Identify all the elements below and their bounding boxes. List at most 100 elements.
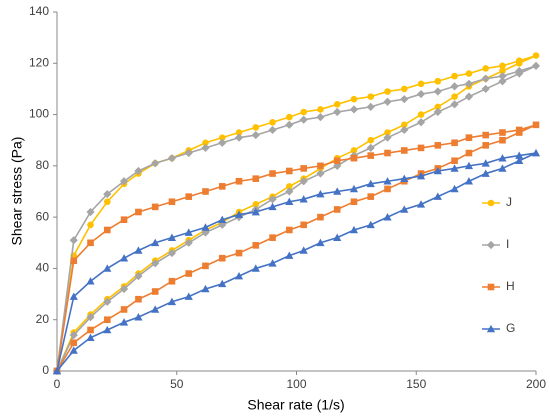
marker [433,166,442,175]
marker [134,166,143,176]
marker [366,143,375,153]
marker [235,177,243,185]
marker [268,125,277,135]
marker [286,167,293,175]
marker [349,184,359,193]
marker [400,205,409,213]
marker [185,270,193,277]
marker [87,326,94,334]
marker [486,324,496,333]
marker [383,177,392,185]
marker [515,129,523,136]
marker [498,72,507,81]
marker [317,106,324,113]
marker [269,234,276,241]
marker [134,246,143,254]
marker [531,61,541,70]
marker [384,88,391,95]
marker [434,77,442,85]
marker [416,118,426,127]
marker [487,199,495,207]
y-tick-label: 80 [36,158,50,172]
marker [366,179,375,188]
marker [333,206,341,213]
marker [417,144,425,152]
marker [234,272,244,280]
marker [464,177,474,185]
marker [269,118,276,126]
marker [333,157,341,165]
marker [498,77,507,86]
marker [515,69,524,78]
legend-label: H [506,279,515,293]
marker [350,198,358,206]
marker [119,177,129,186]
marker [151,159,160,168]
series-line [56,124,537,372]
y-tick-label: 120 [29,55,49,69]
series-line [56,54,537,372]
marker [151,238,160,247]
marker [384,129,391,136]
marker [285,251,294,259]
marker [366,220,375,229]
marker [299,177,308,186]
marker [120,216,128,224]
marker [202,139,209,147]
marker [434,142,442,149]
marker [268,259,277,267]
marker [349,225,359,234]
marker [400,95,409,104]
marker [451,72,458,80]
marker [70,339,78,347]
marker [451,157,458,165]
marker [499,67,506,75]
marker [333,161,342,170]
marker [400,85,408,93]
marker [531,148,541,157]
marker [119,284,129,294]
marker [218,279,227,288]
marker [103,189,112,199]
marker [316,189,325,198]
marker [252,175,260,182]
marker [184,228,193,236]
marker [487,283,495,291]
marker [367,93,375,100]
marker [235,249,243,257]
marker [218,254,226,262]
marker [464,92,474,101]
marker [481,159,490,167]
marker [400,174,409,182]
marker [235,129,243,136]
marker [119,318,129,326]
marker [384,185,391,193]
marker [464,161,474,170]
marker [167,248,177,258]
x-axis-label: Shear rate (1/s) [247,397,344,413]
marker [482,131,490,139]
marker [201,143,210,153]
marker [317,162,324,170]
marker [285,187,294,196]
marker [167,154,177,163]
marker [168,198,176,206]
marker [434,103,442,111]
legend-label: I [506,237,509,251]
marker [300,165,307,172]
marker [481,169,490,177]
marker [299,246,308,254]
marker [168,277,176,285]
marker [532,52,540,59]
marker [184,238,193,247]
marker [269,170,276,177]
marker [86,333,95,341]
marker [251,207,260,216]
marker [465,70,473,77]
marker [201,284,210,293]
marker [367,136,375,144]
marker [300,221,307,229]
marker [316,169,325,178]
marker [151,305,160,313]
